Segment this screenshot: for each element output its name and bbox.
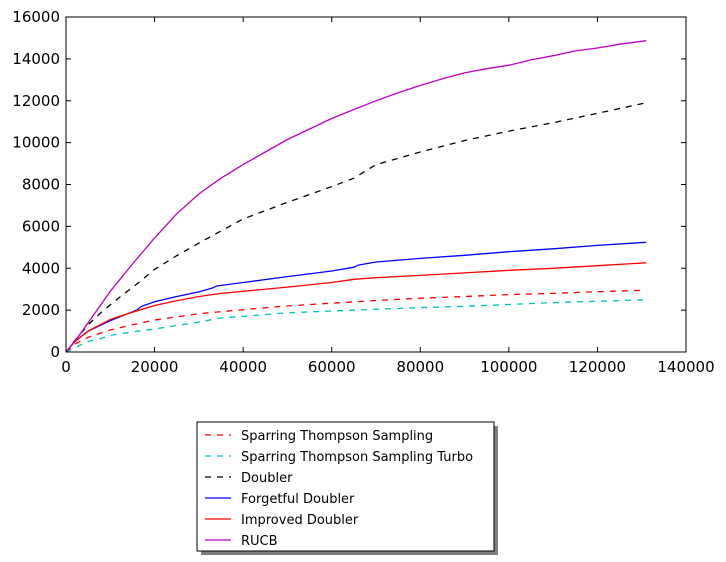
y-tick-label: 2000 (22, 301, 60, 319)
legend-entries: Sparring Thompson Sampling Sparring Thomp… (205, 429, 473, 549)
legend-entry-improved-doubler: Improved Doubler (205, 513, 359, 528)
legend-entry-sparring-thompson-sampling-turbo: Sparring Thompson Sampling Turbo (205, 450, 473, 465)
series-lines (65, 40, 647, 353)
y-tick-label: 10000 (12, 134, 60, 152)
x-tick-label: 20000 (131, 358, 179, 376)
legend-entry-rucb: RUCB (205, 534, 278, 549)
legend-label: Sparring Thompson Sampling Turbo (241, 450, 473, 465)
series-line-doubler (65, 102, 647, 353)
x-tick-label: 140000 (657, 358, 714, 376)
series-line-improved-doubler (65, 262, 647, 353)
axis-ticks (65, 16, 687, 353)
legend-box (196, 421, 495, 552)
series-line-rucb (65, 40, 647, 353)
legend: Sparring Thompson Sampling Sparring Thomp… (196, 421, 498, 555)
y-tick-label: 4000 (22, 259, 60, 277)
y-tick-label: 16000 (12, 8, 60, 26)
x-tick-label: 60000 (308, 358, 356, 376)
legend-entry-sparring-thompson-sampling: Sparring Thompson Sampling (205, 429, 433, 444)
legend-entry-doubler: Doubler (205, 471, 293, 486)
x-tick-label: 80000 (396, 358, 444, 376)
x-tick-label: 0 (61, 358, 71, 376)
y-tick-label: 0 (50, 343, 60, 361)
series-line-sparring-thompson-sampling-turbo (65, 299, 647, 353)
legend-label: Doubler (241, 471, 293, 486)
legend-label: Improved Doubler (241, 513, 359, 528)
legend-label: Forgetful Doubler (241, 492, 355, 507)
y-tick-label: 12000 (12, 92, 60, 110)
x-tick-label: 100000 (480, 358, 537, 376)
legend-entry-forgetful-doubler: Forgetful Doubler (205, 492, 355, 507)
x-tick-label: 40000 (219, 358, 267, 376)
x-axis-tick-labels: 0 20000 40000 60000 80000 100000 120000 140000 (61, 358, 714, 376)
x-tick-label: 120000 (569, 358, 626, 376)
y-tick-label: 14000 (12, 50, 60, 68)
y-tick-label: 8000 (22, 176, 60, 194)
legend-label: RUCB (241, 534, 278, 549)
y-axis-tick-labels: 0 2000 4000 6000 8000 10000 12000 14000 16000 (12, 8, 60, 361)
series-line-forgetful-doubler (65, 241, 647, 353)
legend-label: Sparring Thompson Sampling (241, 429, 433, 444)
y-tick-label: 6000 (22, 217, 60, 235)
series-line-sparring-thompson-sampling (65, 289, 647, 353)
